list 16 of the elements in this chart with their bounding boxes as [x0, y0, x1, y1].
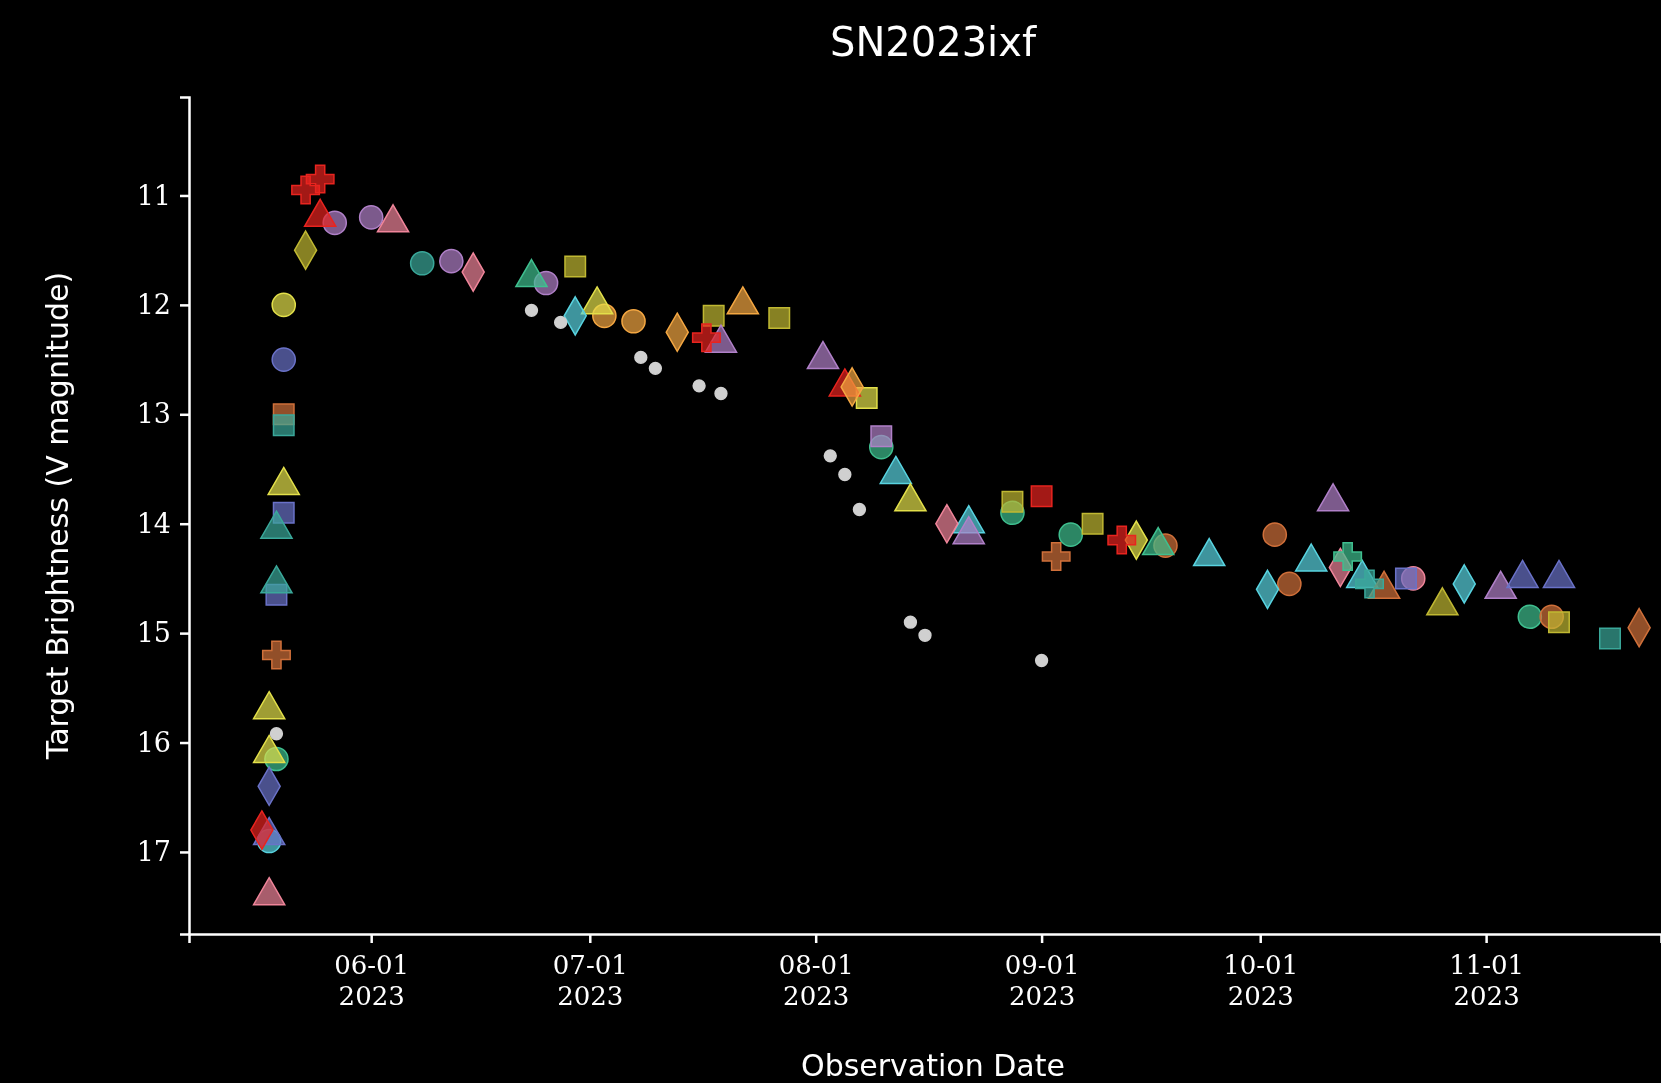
- y-tick-label: 17: [136, 836, 171, 868]
- x-tick-label: 07-01 2023: [552, 950, 628, 1011]
- x-tick-label: 11-01 2023: [1449, 950, 1525, 1011]
- y-tick-label: 15: [136, 617, 171, 649]
- y-axis-title: Target Brightness (V magnitude): [40, 271, 75, 761]
- x-tick-label: 08-01 2023: [778, 950, 854, 1011]
- x-tick-label: 09-01 2023: [1004, 950, 1080, 1011]
- y-tick-label: 16: [136, 726, 171, 758]
- chart-title: SN2023ixf: [830, 19, 1037, 65]
- y-tick-label: 12: [136, 289, 171, 321]
- x-tick-label: 10-01 2023: [1223, 950, 1299, 1011]
- y-tick-label: 14: [136, 507, 171, 539]
- y-tick-label: 11: [136, 179, 171, 211]
- y-tick-label: 13: [136, 398, 171, 430]
- x-tick-label: 06-01 2023: [334, 950, 410, 1011]
- x-axis-title: Observation Date: [801, 1048, 1065, 1083]
